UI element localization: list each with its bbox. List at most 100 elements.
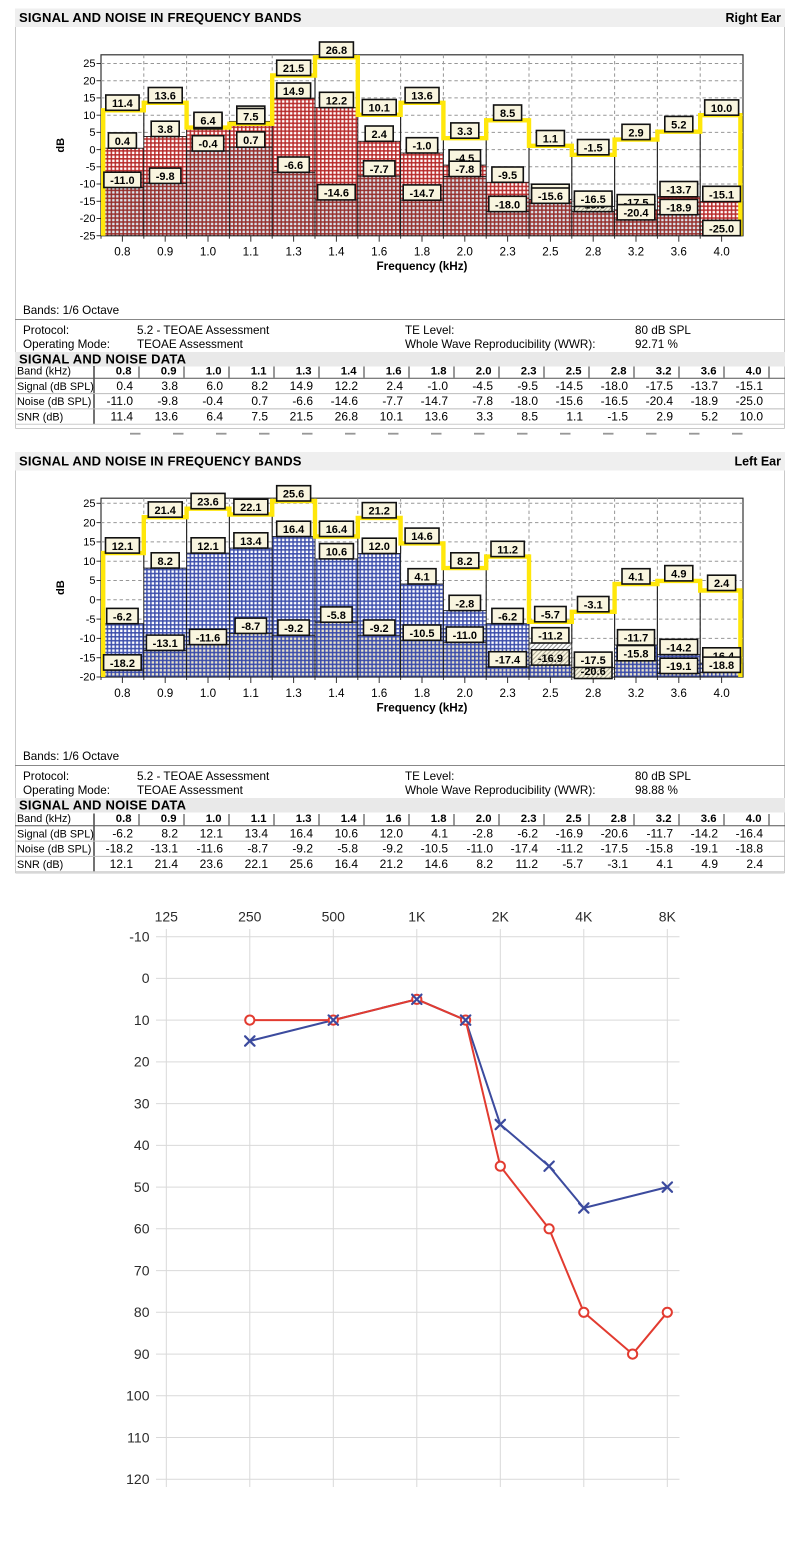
svg-text:Right Ear: Right Ear [725,11,781,25]
svg-text:250: 250 [238,909,262,925]
svg-text:2.4: 2.4 [372,129,388,141]
svg-text:-9.2: -9.2 [292,842,313,856]
svg-text:14.9: 14.9 [283,86,304,98]
svg-text:40: 40 [134,1137,150,1153]
svg-text:10: 10 [83,110,95,122]
svg-text:SNR (dB): SNR (dB) [17,859,63,871]
svg-text:8.2: 8.2 [251,379,268,393]
svg-text:-15.1: -15.1 [736,379,764,393]
svg-text:13.6: 13.6 [411,91,432,103]
svg-text:-11.7: -11.7 [647,826,674,840]
svg-text:25.6: 25.6 [283,489,304,501]
svg-text:-13.1: -13.1 [151,842,179,856]
svg-text:1.1: 1.1 [243,246,259,259]
svg-text:-5.7: -5.7 [541,610,560,622]
svg-text:Whole Wave Reproducibility (WW: Whole Wave Reproducibility (WWR): [405,338,596,351]
svg-text:13.4: 13.4 [240,536,262,548]
svg-text:-5.8: -5.8 [327,610,346,622]
svg-text:20: 20 [83,75,95,87]
svg-text:Bands: 1/6 Octave: Bands: 1/6 Octave [23,750,119,763]
svg-text:8.5: 8.5 [521,409,538,423]
svg-text:-17.5: -17.5 [646,379,674,393]
svg-text:-14.6: -14.6 [331,394,359,408]
svg-text:-20.4: -20.4 [646,394,674,408]
svg-text:1.3: 1.3 [285,687,301,700]
svg-text:23.6: 23.6 [197,496,218,508]
svg-text:Noise (dB SPL): Noise (dB SPL) [17,396,91,408]
svg-text:-18.0: -18.0 [601,379,629,393]
svg-text:3.3: 3.3 [476,409,493,423]
svg-text:-16.4: -16.4 [736,826,764,840]
svg-text:1.1: 1.1 [566,409,583,423]
svg-text:-18.9: -18.9 [691,394,719,408]
svg-text:13.6: 13.6 [155,409,179,423]
svg-text:-0.4: -0.4 [199,139,219,151]
svg-text:25: 25 [83,58,95,70]
svg-text:2.0: 2.0 [476,366,492,378]
svg-text:-20: -20 [80,672,96,684]
svg-text:0.7: 0.7 [251,394,268,408]
svg-text:Signal (dB SPL): Signal (dB SPL) [17,828,94,840]
svg-text:-11.0: -11.0 [453,630,477,642]
svg-text:0: 0 [89,595,95,607]
svg-text:SIGNAL AND NOISE IN FREQUENCY: SIGNAL AND NOISE IN FREQUENCY BANDS [19,454,302,469]
svg-text:-5.8: -5.8 [337,842,358,856]
svg-text:4.1: 4.1 [628,572,643,584]
svg-text:1.3: 1.3 [296,366,312,378]
svg-text:500: 500 [322,909,346,925]
svg-text:8.2: 8.2 [158,556,173,568]
svg-text:4.0: 4.0 [746,366,762,378]
svg-text:11.4: 11.4 [111,409,134,423]
svg-text:-13.1: -13.1 [153,638,178,650]
svg-text:SIGNAL AND NOISE DATA: SIGNAL AND NOISE DATA [19,798,187,813]
svg-text:-1.5: -1.5 [607,409,628,423]
svg-text:1.3: 1.3 [285,246,301,259]
svg-text:-4.5: -4.5 [472,379,493,393]
svg-text:20: 20 [134,1054,150,1070]
svg-text:6.4: 6.4 [206,409,223,423]
svg-text:-19.1: -19.1 [666,661,691,673]
svg-text:-6.6: -6.6 [284,160,303,172]
svg-text:Frequency (kHz): Frequency (kHz) [377,701,468,714]
svg-text:12.2: 12.2 [326,95,347,107]
svg-text:0.8: 0.8 [116,366,132,378]
svg-text:0.9: 0.9 [161,366,177,378]
svg-text:4.1: 4.1 [656,857,673,871]
svg-text:70: 70 [134,1262,150,1278]
svg-text:0.8: 0.8 [116,813,132,825]
svg-text:11.2: 11.2 [497,544,518,556]
svg-text:1.0: 1.0 [206,813,222,825]
svg-text:8.2: 8.2 [476,857,493,871]
svg-text:Bands: 1/6 Octave: Bands: 1/6 Octave [23,304,119,317]
svg-text:-18.8: -18.8 [709,660,734,672]
svg-text:1.4: 1.4 [328,687,345,700]
svg-text:1.6: 1.6 [371,246,387,259]
svg-text:10: 10 [134,1012,150,1028]
svg-text:10.1: 10.1 [380,409,404,423]
svg-text:13.6: 13.6 [425,409,449,423]
svg-text:11.4: 11.4 [112,98,134,110]
svg-text:2.8: 2.8 [585,687,601,700]
svg-text:SIGNAL AND NOISE DATA: SIGNAL AND NOISE DATA [19,352,187,367]
svg-text:0.4: 0.4 [115,136,131,148]
svg-text:1.4: 1.4 [341,813,357,825]
svg-text:-11.0: -11.0 [107,394,134,408]
svg-text:0.4: 0.4 [116,379,133,393]
svg-text:13.6: 13.6 [154,91,175,103]
svg-text:2.0: 2.0 [457,246,474,259]
svg-text:-11.6: -11.6 [197,842,224,856]
svg-text:-7.7: -7.7 [370,164,389,176]
svg-text:16.4: 16.4 [283,524,305,536]
svg-text:6.4: 6.4 [200,115,216,127]
svg-text:12.0: 12.0 [380,826,404,840]
svg-text:-18.0: -18.0 [511,394,539,408]
svg-text:21.2: 21.2 [380,857,404,871]
svg-text:2.0: 2.0 [457,687,474,700]
svg-text:-8.7: -8.7 [247,842,268,856]
svg-text:-1.0: -1.0 [427,379,448,393]
svg-text:22.1: 22.1 [240,502,261,514]
svg-text:1.1: 1.1 [543,134,558,146]
svg-text:1.8: 1.8 [431,366,447,378]
svg-text:8.2: 8.2 [457,556,472,568]
svg-text:0: 0 [142,970,150,986]
